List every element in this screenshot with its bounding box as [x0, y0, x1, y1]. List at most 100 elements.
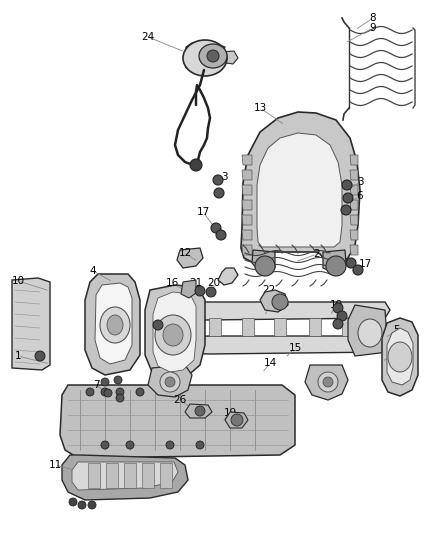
Polygon shape — [160, 463, 172, 488]
Text: 19: 19 — [329, 300, 343, 310]
Polygon shape — [174, 318, 186, 336]
Polygon shape — [60, 385, 295, 458]
Ellipse shape — [116, 388, 124, 396]
Ellipse shape — [231, 414, 243, 426]
Ellipse shape — [126, 441, 134, 449]
Polygon shape — [350, 200, 358, 210]
Text: 15: 15 — [288, 343, 302, 353]
Polygon shape — [72, 462, 178, 490]
Polygon shape — [350, 155, 358, 165]
Ellipse shape — [195, 406, 205, 416]
Ellipse shape — [190, 159, 202, 171]
Ellipse shape — [35, 351, 45, 361]
Text: 20: 20 — [208, 278, 221, 288]
Ellipse shape — [107, 315, 123, 335]
Ellipse shape — [272, 294, 288, 310]
Polygon shape — [382, 318, 418, 396]
Polygon shape — [350, 185, 358, 195]
Polygon shape — [148, 302, 390, 320]
Ellipse shape — [116, 394, 124, 402]
Polygon shape — [153, 292, 196, 372]
Ellipse shape — [78, 501, 86, 509]
Ellipse shape — [100, 307, 130, 343]
Ellipse shape — [358, 319, 382, 347]
Text: 3: 3 — [221, 172, 227, 182]
Ellipse shape — [160, 372, 180, 392]
Polygon shape — [209, 318, 221, 336]
Polygon shape — [242, 200, 252, 210]
Text: 7: 7 — [93, 380, 99, 390]
Polygon shape — [309, 318, 321, 336]
Ellipse shape — [153, 320, 163, 330]
Polygon shape — [106, 463, 118, 488]
Ellipse shape — [155, 315, 191, 355]
Polygon shape — [242, 215, 252, 225]
Polygon shape — [242, 185, 252, 195]
Polygon shape — [148, 336, 390, 354]
Polygon shape — [62, 455, 188, 500]
Polygon shape — [350, 215, 358, 225]
Text: 2: 2 — [314, 249, 320, 259]
Ellipse shape — [101, 441, 109, 449]
Polygon shape — [260, 290, 288, 312]
Ellipse shape — [255, 256, 275, 276]
Polygon shape — [274, 318, 286, 336]
Polygon shape — [348, 305, 388, 356]
Ellipse shape — [213, 175, 223, 185]
Text: 24: 24 — [141, 32, 155, 42]
Polygon shape — [350, 230, 358, 240]
Ellipse shape — [342, 180, 352, 190]
Polygon shape — [124, 463, 136, 488]
Ellipse shape — [216, 230, 226, 240]
Text: 21: 21 — [189, 278, 203, 288]
Polygon shape — [177, 248, 203, 268]
Text: 6: 6 — [357, 191, 363, 201]
Ellipse shape — [196, 441, 204, 449]
Polygon shape — [220, 51, 238, 64]
Polygon shape — [342, 318, 354, 336]
Text: 9: 9 — [370, 23, 376, 33]
Polygon shape — [88, 463, 100, 488]
Ellipse shape — [163, 324, 183, 346]
Text: 11: 11 — [48, 460, 62, 470]
Ellipse shape — [166, 441, 174, 449]
Polygon shape — [242, 318, 254, 336]
Polygon shape — [185, 404, 212, 418]
Polygon shape — [242, 170, 252, 180]
Text: 5: 5 — [394, 325, 400, 335]
Polygon shape — [257, 133, 342, 247]
Ellipse shape — [211, 223, 221, 233]
Ellipse shape — [207, 50, 219, 62]
Ellipse shape — [206, 287, 216, 297]
Polygon shape — [148, 365, 192, 397]
Text: 4: 4 — [90, 266, 96, 276]
Polygon shape — [323, 250, 346, 272]
Text: 19: 19 — [223, 408, 237, 418]
Polygon shape — [350, 245, 358, 255]
Polygon shape — [145, 285, 205, 380]
Ellipse shape — [86, 388, 94, 396]
Ellipse shape — [341, 205, 351, 215]
Text: 26: 26 — [173, 395, 187, 405]
Ellipse shape — [337, 311, 347, 321]
Text: 14: 14 — [263, 358, 277, 368]
Polygon shape — [85, 274, 140, 375]
Text: 3: 3 — [357, 177, 363, 187]
Polygon shape — [305, 365, 348, 400]
Polygon shape — [350, 170, 358, 180]
Ellipse shape — [69, 498, 77, 506]
Text: 16: 16 — [166, 278, 179, 288]
Ellipse shape — [195, 286, 205, 296]
Ellipse shape — [353, 265, 363, 275]
Ellipse shape — [318, 372, 338, 392]
Ellipse shape — [101, 388, 109, 396]
Text: 12: 12 — [178, 248, 192, 258]
Polygon shape — [186, 42, 225, 72]
Text: 28: 28 — [159, 317, 172, 327]
Ellipse shape — [114, 376, 122, 384]
Ellipse shape — [165, 377, 175, 387]
Polygon shape — [242, 155, 252, 165]
Text: 13: 13 — [253, 103, 267, 113]
Polygon shape — [242, 245, 252, 255]
Polygon shape — [142, 463, 154, 488]
